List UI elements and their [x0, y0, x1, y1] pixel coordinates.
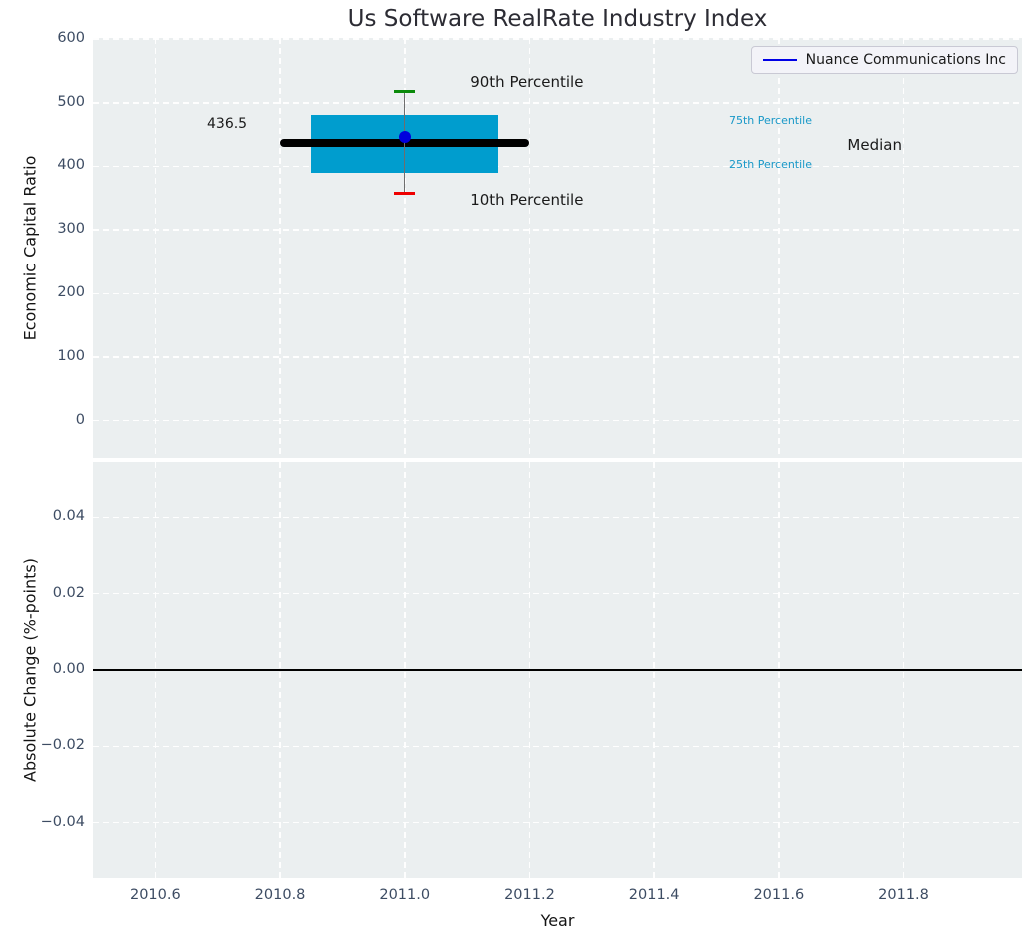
y-tick-label: 0 [75, 411, 85, 428]
gridline-vertical [902, 38, 905, 458]
gridline-vertical [653, 38, 655, 458]
gridline-horizontal [93, 419, 1022, 422]
y-tick-label: 400 [57, 157, 85, 174]
annotation-p25-label: 25th Percentile [728, 158, 813, 172]
gridline-vertical [778, 38, 780, 458]
gridline-horizontal [93, 356, 1022, 358]
gridline-vertical [403, 38, 406, 458]
gridline-horizontal [93, 165, 1022, 168]
gridline-horizontal [93, 745, 1022, 748]
gridline-horizontal [93, 292, 1022, 295]
x-tick-label: 2011.4 [628, 887, 680, 903]
gridline-horizontal [93, 821, 1022, 824]
y-tick-label: 0.00 [52, 661, 85, 677]
annotation-p90-label: 90th Percentile [470, 73, 584, 92]
gridline-horizontal [93, 516, 1022, 519]
y-tick-label: 600 [57, 30, 85, 47]
gridline-vertical [154, 38, 157, 458]
annotation-p75-label: 75th Percentile [728, 114, 813, 128]
x-tick-label: 2011.8 [878, 887, 929, 903]
y-tick-label: −0.02 [40, 737, 85, 754]
zero-reference-line [93, 669, 1022, 671]
y-tick-label: −0.04 [40, 813, 85, 830]
company-marker-dot [398, 131, 411, 144]
x-tick-label: 2010.6 [129, 887, 181, 903]
gridline-horizontal [93, 38, 1022, 41]
legend: Nuance Communications Inc [750, 46, 1018, 74]
y-tick-label: 200 [57, 284, 85, 301]
x-tick-label: 2011.6 [753, 887, 805, 903]
gridline-horizontal [93, 592, 1022, 595]
y-tick-label: 100 [57, 347, 85, 364]
gridline-horizontal [93, 102, 1022, 104]
x-tick-label: 2011.0 [379, 887, 431, 903]
x-tick-label: 2011.2 [504, 887, 555, 903]
legend-line-swatch [762, 59, 797, 61]
annotation-median-label: Median [847, 135, 902, 154]
gridline-vertical [528, 38, 531, 458]
annotation-p10-label: 10th Percentile [470, 190, 584, 209]
x-tick-label: 2010.8 [254, 887, 306, 903]
y-tick-label: 0.02 [52, 584, 85, 601]
y-tick-label: 300 [57, 220, 85, 237]
y-axis-label-top: Economic Capital Ratio [20, 155, 40, 341]
annotation-median-value: 436.5 [207, 115, 248, 132]
plot-area-top [93, 38, 1022, 458]
gridline-horizontal [93, 229, 1022, 231]
x-axis-label: Year [540, 911, 575, 930]
y-tick-label: 500 [57, 93, 85, 110]
gridline-vertical [279, 38, 281, 458]
whisker-cap-10th [394, 192, 416, 196]
legend-label: Nuance Communications Inc [805, 52, 1006, 68]
whisker-cap-90th [394, 89, 416, 93]
y-tick-label: 0.04 [52, 508, 85, 525]
chart-title: Us Software RealRate Industry Index [347, 6, 768, 32]
